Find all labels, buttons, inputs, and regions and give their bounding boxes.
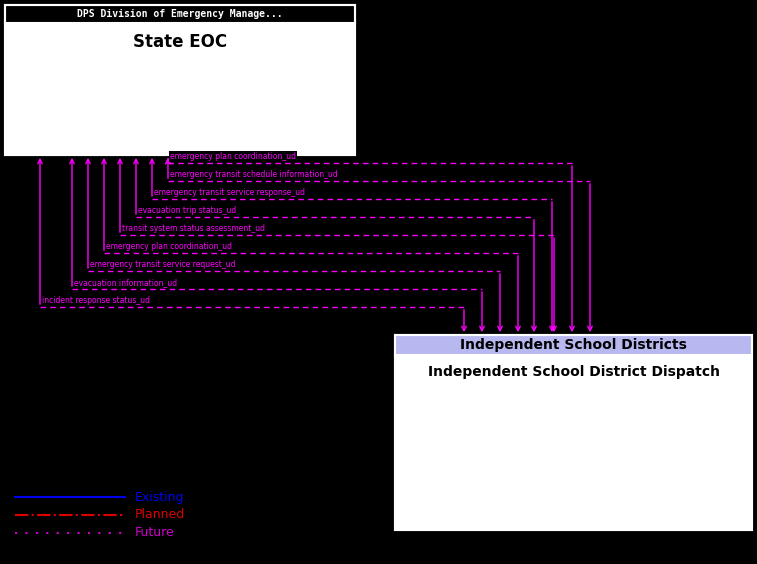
Text: Planned: Planned (135, 509, 185, 522)
Bar (395, 355, 752, 530)
Text: Independent School District Dispatch: Independent School District Dispatch (428, 365, 719, 379)
Text: evacuation trip status_ud: evacuation trip status_ud (138, 206, 236, 215)
Text: emergency transit service response_ud: emergency transit service response_ud (154, 188, 305, 197)
Bar (5, 5, 355, 155)
Text: emergency transit schedule information_ud: emergency transit schedule information_u… (170, 170, 338, 179)
Text: emergency transit service request_ud: emergency transit service request_ud (90, 260, 235, 269)
Bar (5, 5, 355, 23)
Text: Existing: Existing (135, 491, 185, 504)
Text: evacuation information_ud: evacuation information_ud (74, 278, 177, 287)
Text: incident response status_ud: incident response status_ud (42, 296, 150, 305)
Bar (5, 23, 355, 155)
Text: Independent School Districts: Independent School Districts (460, 338, 687, 352)
Text: transit system status assessment_ud: transit system status assessment_ud (122, 224, 265, 233)
Bar (395, 335, 752, 530)
Text: emergency plan coordination_ud: emergency plan coordination_ud (106, 242, 232, 251)
Text: Future: Future (135, 527, 175, 540)
Text: emergency plan coordination_ud: emergency plan coordination_ud (170, 152, 296, 161)
Bar (395, 335, 752, 355)
Text: State EOC: State EOC (133, 33, 227, 51)
Text: DPS Division of Emergency Manage...: DPS Division of Emergency Manage... (77, 9, 283, 19)
